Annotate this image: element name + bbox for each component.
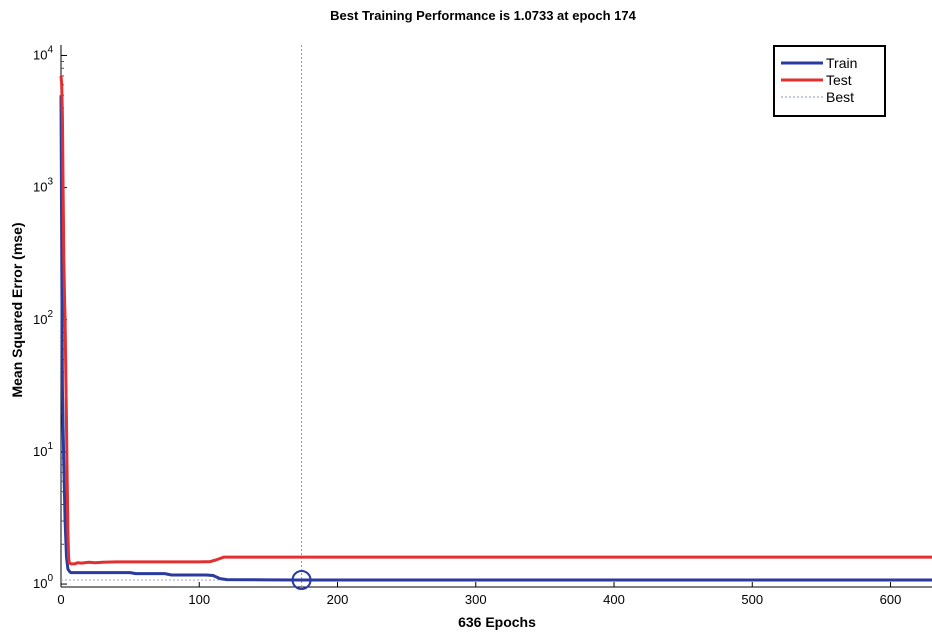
chart-title: Best Training Performance is 1.0733 at e… bbox=[330, 8, 636, 23]
legend-label-train: Train bbox=[826, 55, 857, 71]
x-tick-label: 200 bbox=[327, 592, 349, 607]
best-point-marker bbox=[291, 569, 312, 590]
x-tick-label: 0 bbox=[57, 592, 64, 607]
x-tick-label: 500 bbox=[741, 592, 763, 607]
x-tick-label: 300 bbox=[465, 592, 487, 607]
axes: 0 100 200 300 400 500 600 100 101 102 103 104 bbox=[33, 44, 932, 607]
y-tick-label: 100 bbox=[33, 573, 53, 591]
legend-label-best: Best bbox=[826, 89, 854, 105]
series-line-test bbox=[59, 75, 932, 566]
series-line-train bbox=[59, 95, 932, 582]
y-tick-label: 103 bbox=[33, 177, 53, 195]
y-axis-label: Mean Squared Error (mse) bbox=[9, 222, 25, 397]
x-tick-label: 400 bbox=[603, 592, 625, 607]
legend-label-test: Test bbox=[826, 72, 852, 88]
x-axis-label: 636 Epochs bbox=[458, 614, 536, 630]
y-tick-label: 102 bbox=[33, 309, 53, 327]
y-tick-label: 104 bbox=[33, 44, 53, 62]
series-layer bbox=[59, 45, 932, 590]
y-tick-label: 101 bbox=[33, 441, 53, 459]
legend-box bbox=[773, 45, 886, 117]
x-tick-label: 100 bbox=[188, 592, 210, 607]
x-tick-label: 600 bbox=[880, 592, 902, 607]
